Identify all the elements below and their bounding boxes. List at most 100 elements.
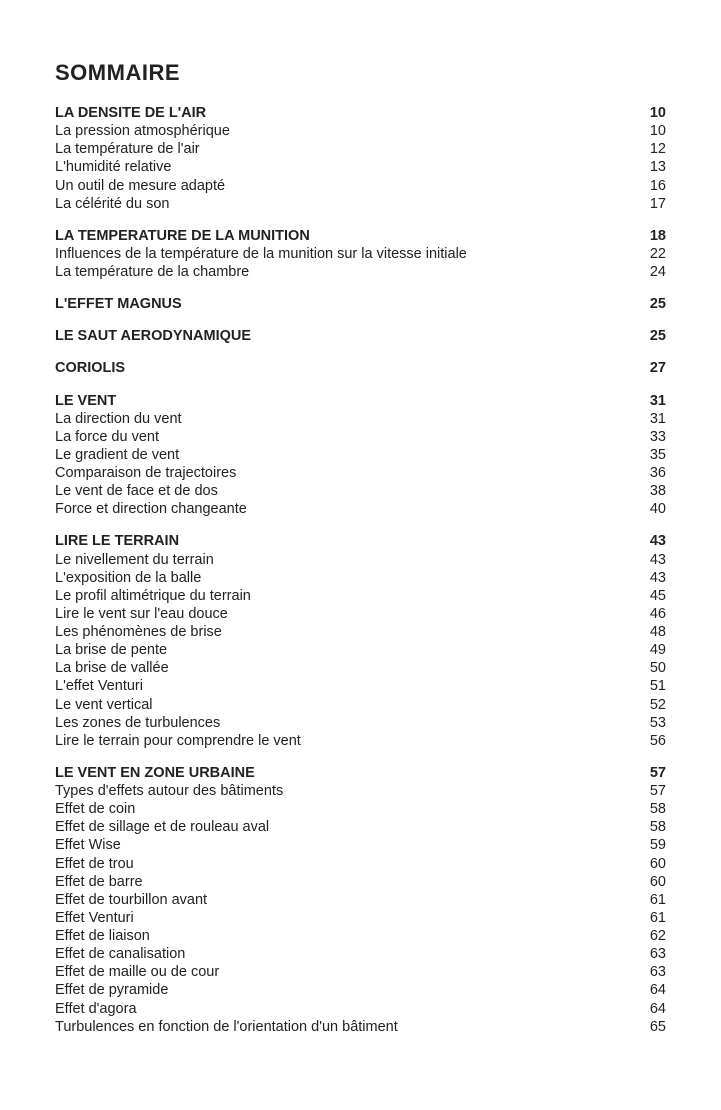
toc-item-label: Le vent de face et de dos	[55, 482, 642, 500]
toc-item-row: Lire le terrain pour comprendre le vent5…	[55, 732, 666, 750]
toc-section: LIRE LE TERRAIN43Le nivellement du terra…	[55, 532, 666, 750]
toc-heading-label: CORIOLIS	[55, 359, 642, 377]
toc-item-label: Effet d'agora	[55, 1000, 642, 1018]
toc-item-row: Les phénomènes de brise48	[55, 623, 666, 641]
toc-item-row: Effet de coin58	[55, 800, 666, 818]
toc-heading-label: LA DENSITE DE L'AIR	[55, 104, 642, 122]
toc-item-label: Effet de barre	[55, 873, 642, 891]
toc-item-row: Effet de tourbillon avant61	[55, 891, 666, 909]
toc-item-page: 40	[642, 500, 666, 518]
toc-item-row: Effet de liaison62	[55, 927, 666, 945]
toc-item-row: La force du vent33	[55, 428, 666, 446]
toc-item-page: 53	[642, 714, 666, 732]
toc-item-page: 58	[642, 800, 666, 818]
toc-item-page: 24	[642, 263, 666, 281]
toc-title: SOMMAIRE	[55, 60, 666, 86]
toc-item-label: La température de l'air	[55, 140, 642, 158]
toc-heading-label: LE VENT	[55, 392, 642, 410]
toc-item-label: Lire le vent sur l'eau douce	[55, 605, 642, 623]
toc-item-row: La température de la chambre24	[55, 263, 666, 281]
toc-heading-label: LIRE LE TERRAIN	[55, 532, 642, 550]
toc-item-label: Le gradient de vent	[55, 446, 642, 464]
toc-heading-label: LE SAUT AERODYNAMIQUE	[55, 327, 642, 345]
toc-heading-page: 57	[642, 764, 666, 782]
toc-heading-row: LA DENSITE DE L'AIR10	[55, 104, 666, 122]
toc-item-page: 64	[642, 981, 666, 999]
toc-item-label: Effet de liaison	[55, 927, 642, 945]
toc-item-row: Le nivellement du terrain43	[55, 551, 666, 569]
toc-item-page: 52	[642, 696, 666, 714]
toc-body: LA DENSITE DE L'AIR10La pression atmosph…	[55, 104, 666, 1036]
toc-item-label: La pression atmosphérique	[55, 122, 642, 140]
toc-heading-page: 25	[642, 295, 666, 313]
toc-item-page: 45	[642, 587, 666, 605]
toc-item-page: 61	[642, 891, 666, 909]
toc-item-row: L'exposition de la balle43	[55, 569, 666, 587]
toc-section: CORIOLIS27	[55, 359, 666, 377]
toc-item-label: Un outil de mesure adapté	[55, 177, 642, 195]
toc-item-page: 17	[642, 195, 666, 213]
toc-item-label: Le nivellement du terrain	[55, 551, 642, 569]
toc-item-label: Les phénomènes de brise	[55, 623, 642, 641]
toc-item-label: Effet de trou	[55, 855, 642, 873]
toc-item-page: 63	[642, 945, 666, 963]
toc-heading-row: L'EFFET MAGNUS25	[55, 295, 666, 313]
toc-item-label: L'exposition de la balle	[55, 569, 642, 587]
toc-item-row: Effet de sillage et de rouleau aval58	[55, 818, 666, 836]
toc-item-page: 64	[642, 1000, 666, 1018]
toc-heading-row: LIRE LE TERRAIN43	[55, 532, 666, 550]
toc-item-page: 38	[642, 482, 666, 500]
toc-heading-page: 18	[642, 227, 666, 245]
toc-item-row: Influences de la température de la munit…	[55, 245, 666, 263]
toc-item-page: 60	[642, 873, 666, 891]
toc-item-row: Turbulences en fonction de l'orientation…	[55, 1018, 666, 1036]
toc-heading-row: LE VENT EN ZONE URBAINE57	[55, 764, 666, 782]
toc-heading-row: LE SAUT AERODYNAMIQUE25	[55, 327, 666, 345]
toc-item-label: La brise de vallée	[55, 659, 642, 677]
toc-item-page: 50	[642, 659, 666, 677]
toc-section: L'EFFET MAGNUS25	[55, 295, 666, 313]
toc-item-label: La température de la chambre	[55, 263, 642, 281]
toc-item-label: Effet Venturi	[55, 909, 642, 927]
toc-item-row: La brise de vallée50	[55, 659, 666, 677]
toc-heading-row: CORIOLIS27	[55, 359, 666, 377]
toc-item-label: L'effet Venturi	[55, 677, 642, 695]
toc-item-label: Le vent vertical	[55, 696, 642, 714]
toc-item-label: Types d'effets autour des bâtiments	[55, 782, 642, 800]
toc-section: LE VENT31La direction du vent31La force …	[55, 392, 666, 519]
toc-item-page: 57	[642, 782, 666, 800]
toc-item-row: Force et direction changeante40	[55, 500, 666, 518]
toc-heading-label: L'EFFET MAGNUS	[55, 295, 642, 313]
toc-item-label: Lire le terrain pour comprendre le vent	[55, 732, 642, 750]
toc-item-row: La température de l'air12	[55, 140, 666, 158]
toc-item-row: Le vent vertical52	[55, 696, 666, 714]
toc-item-row: Un outil de mesure adapté16	[55, 177, 666, 195]
toc-item-row: Le vent de face et de dos38	[55, 482, 666, 500]
toc-heading-page: 10	[642, 104, 666, 122]
toc-item-row: Lire le vent sur l'eau douce46	[55, 605, 666, 623]
toc-item-label: La brise de pente	[55, 641, 642, 659]
toc-section: LA TEMPERATURE DE LA MUNITION18Influence…	[55, 227, 666, 281]
toc-item-page: 61	[642, 909, 666, 927]
toc-item-page: 10	[642, 122, 666, 140]
toc-item-label: Turbulences en fonction de l'orientation…	[55, 1018, 642, 1036]
toc-item-row: Comparaison de trajectoires36	[55, 464, 666, 482]
toc-item-label: Effet de coin	[55, 800, 642, 818]
toc-item-row: Effet de trou60	[55, 855, 666, 873]
toc-item-row: L'humidité relative13	[55, 158, 666, 176]
toc-item-label: Effet de canalisation	[55, 945, 642, 963]
toc-item-page: 63	[642, 963, 666, 981]
toc-item-row: Effet Venturi61	[55, 909, 666, 927]
toc-section: LA DENSITE DE L'AIR10La pression atmosph…	[55, 104, 666, 213]
toc-item-page: 60	[642, 855, 666, 873]
toc-item-page: 48	[642, 623, 666, 641]
toc-item-row: Effet de maille ou de cour63	[55, 963, 666, 981]
toc-item-page: 13	[642, 158, 666, 176]
toc-item-page: 56	[642, 732, 666, 750]
toc-item-row: La direction du vent31	[55, 410, 666, 428]
toc-item-row: La célérité du son17	[55, 195, 666, 213]
toc-item-row: Effet de pyramide64	[55, 981, 666, 999]
toc-item-label: Le profil altimétrique du terrain	[55, 587, 642, 605]
toc-item-label: Force et direction changeante	[55, 500, 642, 518]
toc-item-label: La célérité du son	[55, 195, 642, 213]
